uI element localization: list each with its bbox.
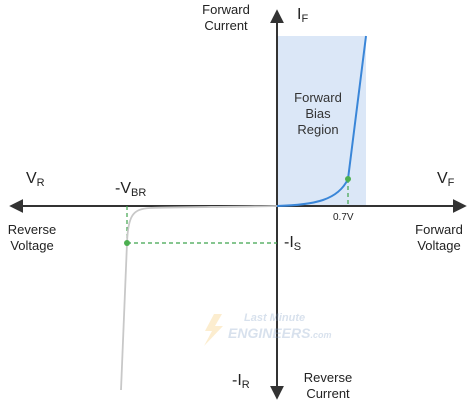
watermark-line1: Last Minute (244, 312, 306, 324)
watermark-line2: ENGINEERS (228, 325, 311, 341)
reverse-curve (120, 205, 278, 391)
forward-voltage-label: Forward Voltage (415, 222, 463, 253)
is-symbol: -IS (284, 234, 302, 253)
watermark: Last Minute ENGINEERS.com (228, 312, 331, 343)
knee-voltage-label: 0.7V (333, 212, 354, 223)
forward-current-label: Forward Current (202, 2, 250, 33)
vr-symbol: VR (26, 170, 45, 189)
breakdown-point (124, 240, 130, 246)
vf-symbol: VF (437, 170, 455, 189)
knee-point (345, 176, 351, 182)
reverse-voltage-label: Reverse Voltage (7, 222, 57, 253)
ir-symbol: -IR (232, 372, 250, 391)
watermark-logo (204, 314, 223, 346)
forward-bias-region-label: Forward Bias Region (294, 90, 342, 137)
if-symbol: IF (297, 6, 309, 25)
reverse-current-label: Reverse Current (303, 370, 353, 401)
watermark-line3: .com (310, 330, 332, 340)
watermark-line2-row: ENGINEERS.com (228, 325, 331, 343)
vbr-symbol: -VBR (115, 180, 147, 199)
forward-bias-region (277, 36, 366, 206)
